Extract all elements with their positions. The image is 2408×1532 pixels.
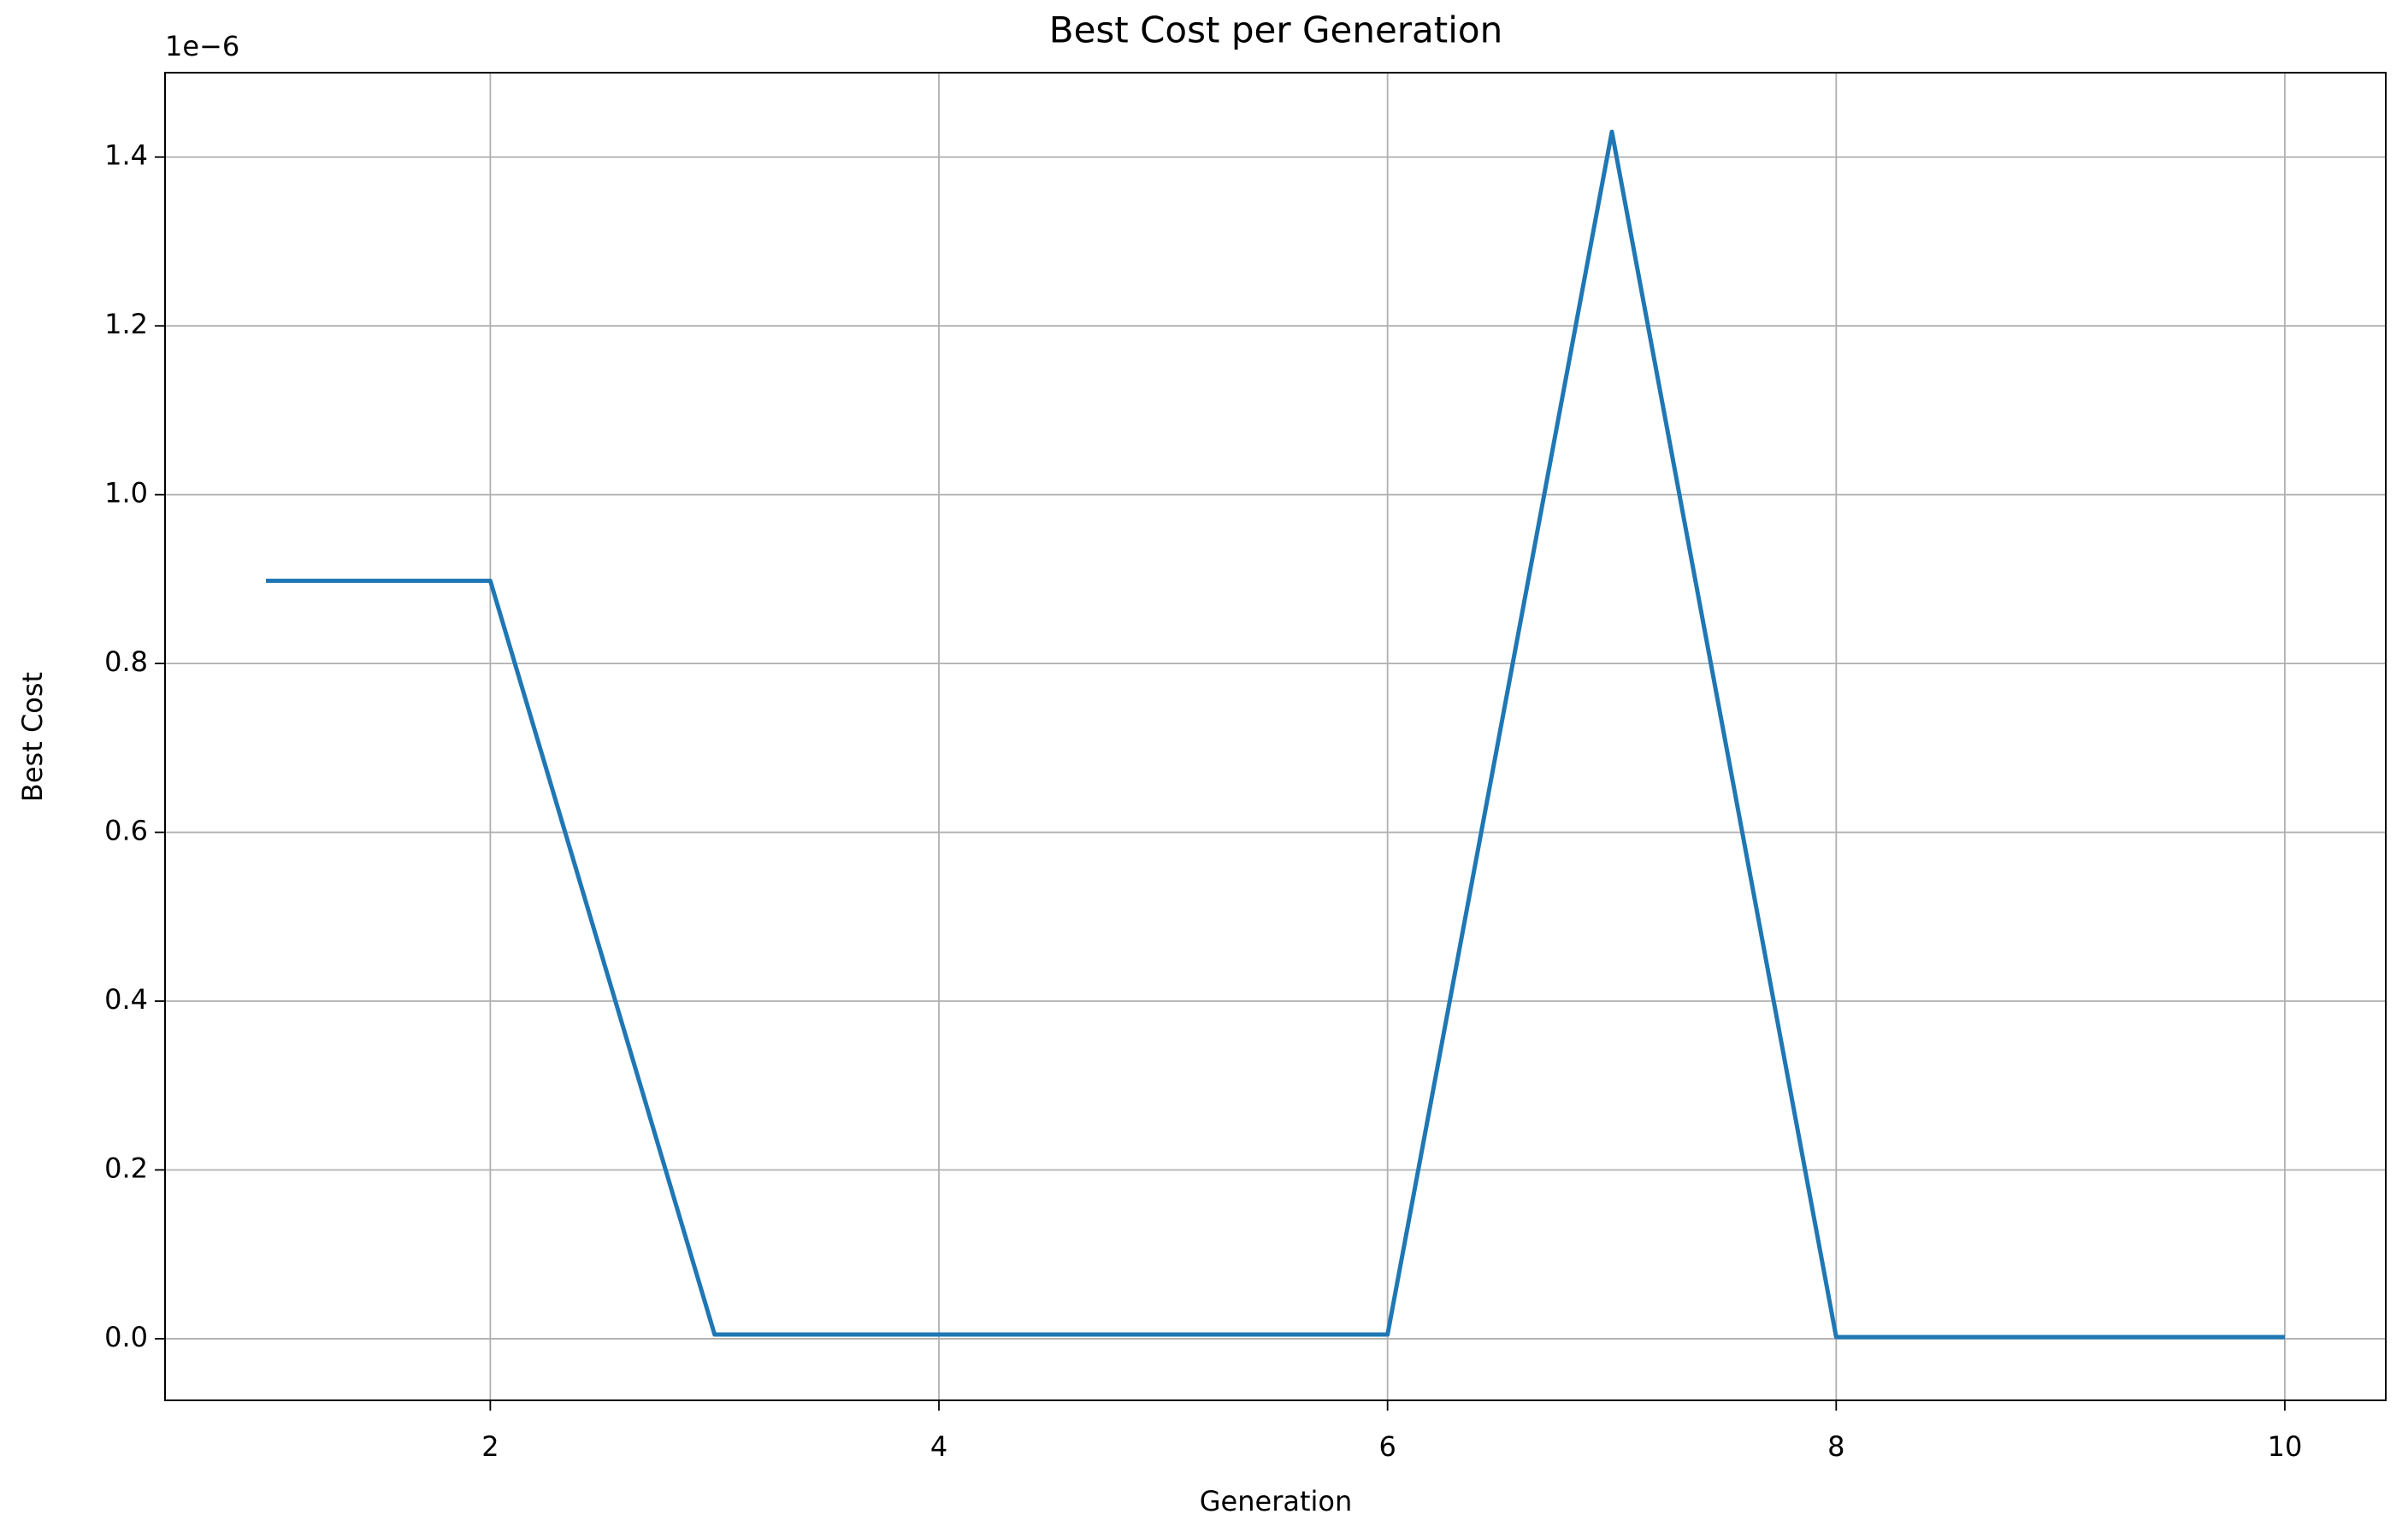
data-line: [266, 129, 2285, 1340]
chart-title: Best Cost per Generation: [1049, 9, 1503, 51]
y-tick-label: 1.0: [104, 477, 148, 510]
y-tick-label: 0.6: [104, 815, 148, 847]
x-tick-label: 10: [2268, 1430, 2303, 1463]
y-offset-label: 1e−6: [165, 30, 239, 62]
y-axis-label: Best Cost: [16, 672, 49, 802]
y-tick-label: 0.0: [104, 1321, 148, 1353]
y-tick-label: 0.8: [104, 645, 148, 678]
y-tick-label: 1.2: [104, 308, 148, 340]
y-tick-label: 1.4: [104, 139, 148, 172]
x-tick-label: 6: [1378, 1430, 1396, 1463]
x-axis-label: Generation: [1200, 1485, 1353, 1517]
x-tick-label: 2: [481, 1430, 499, 1463]
y-tick-label: 0.4: [104, 983, 148, 1016]
x-tick-label: 8: [1827, 1430, 1844, 1463]
y-tick-label: 0.2: [104, 1152, 148, 1184]
x-tick-label: 4: [930, 1430, 947, 1463]
plot-frame: [164, 72, 2387, 1401]
